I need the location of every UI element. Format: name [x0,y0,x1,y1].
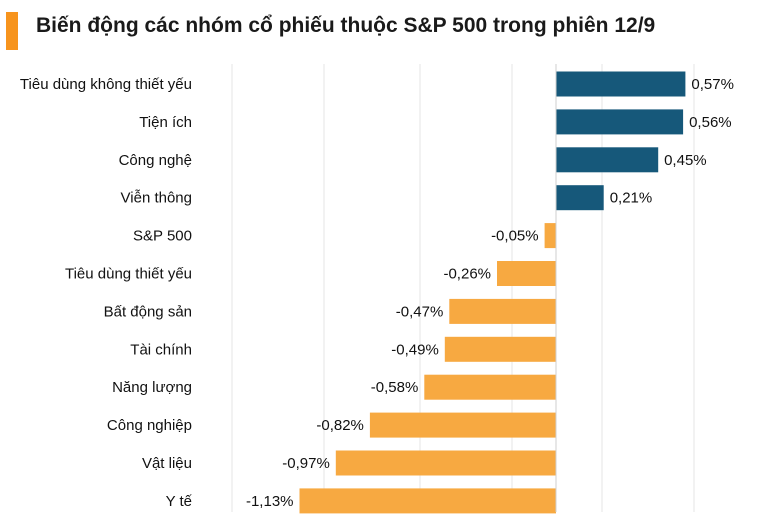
category-label: Công nghiệp [107,417,192,434]
bars [299,71,686,514]
title-accent-bar [6,12,18,50]
category-label: Công nghệ [119,152,192,169]
category-label: Tiêu dùng thiết yếu [65,266,192,283]
category-label: S&P 500 [133,228,192,245]
value-label: -0,49% [391,341,439,358]
value-label: -0,26% [443,266,491,283]
bar [299,488,556,514]
category-label: Y tế [166,493,193,510]
bar [449,298,556,324]
value-label: 0,21% [610,190,653,207]
value-label: -0,58% [371,379,419,396]
bar [424,374,556,400]
bar [556,185,604,211]
bar [335,450,556,476]
bar [369,412,556,438]
value-label: -1,13% [246,493,294,510]
bar [556,147,659,173]
labels: Tiêu dùng không thiết yếu 0,57% Tiện ích 0,… [20,76,734,510]
category-label: Tiện ích [139,114,192,131]
value-label: -0,97% [282,455,330,472]
category-label: Viễn thông [121,190,192,207]
chart-title: Biến động các nhóm cổ phiếu thuộc S&P 50… [36,14,656,37]
value-label: 0,45% [664,152,707,169]
bar [497,261,556,286]
value-label: 0,56% [689,114,732,131]
bar [556,71,686,97]
category-label: Tiêu dùng không thiết yếu [20,76,192,93]
value-label: 0,57% [691,76,734,93]
value-label: -0,47% [396,303,444,320]
category-label: Tài chính [130,341,192,358]
category-label: Vật liệu [142,455,192,472]
bar [444,336,556,362]
bar [544,223,556,249]
category-label: Năng lượng [112,379,192,396]
value-label: -0,82% [316,417,364,434]
value-label: -0,05% [491,228,539,245]
category-label: Bất động sản [104,303,192,320]
bar [556,109,684,135]
